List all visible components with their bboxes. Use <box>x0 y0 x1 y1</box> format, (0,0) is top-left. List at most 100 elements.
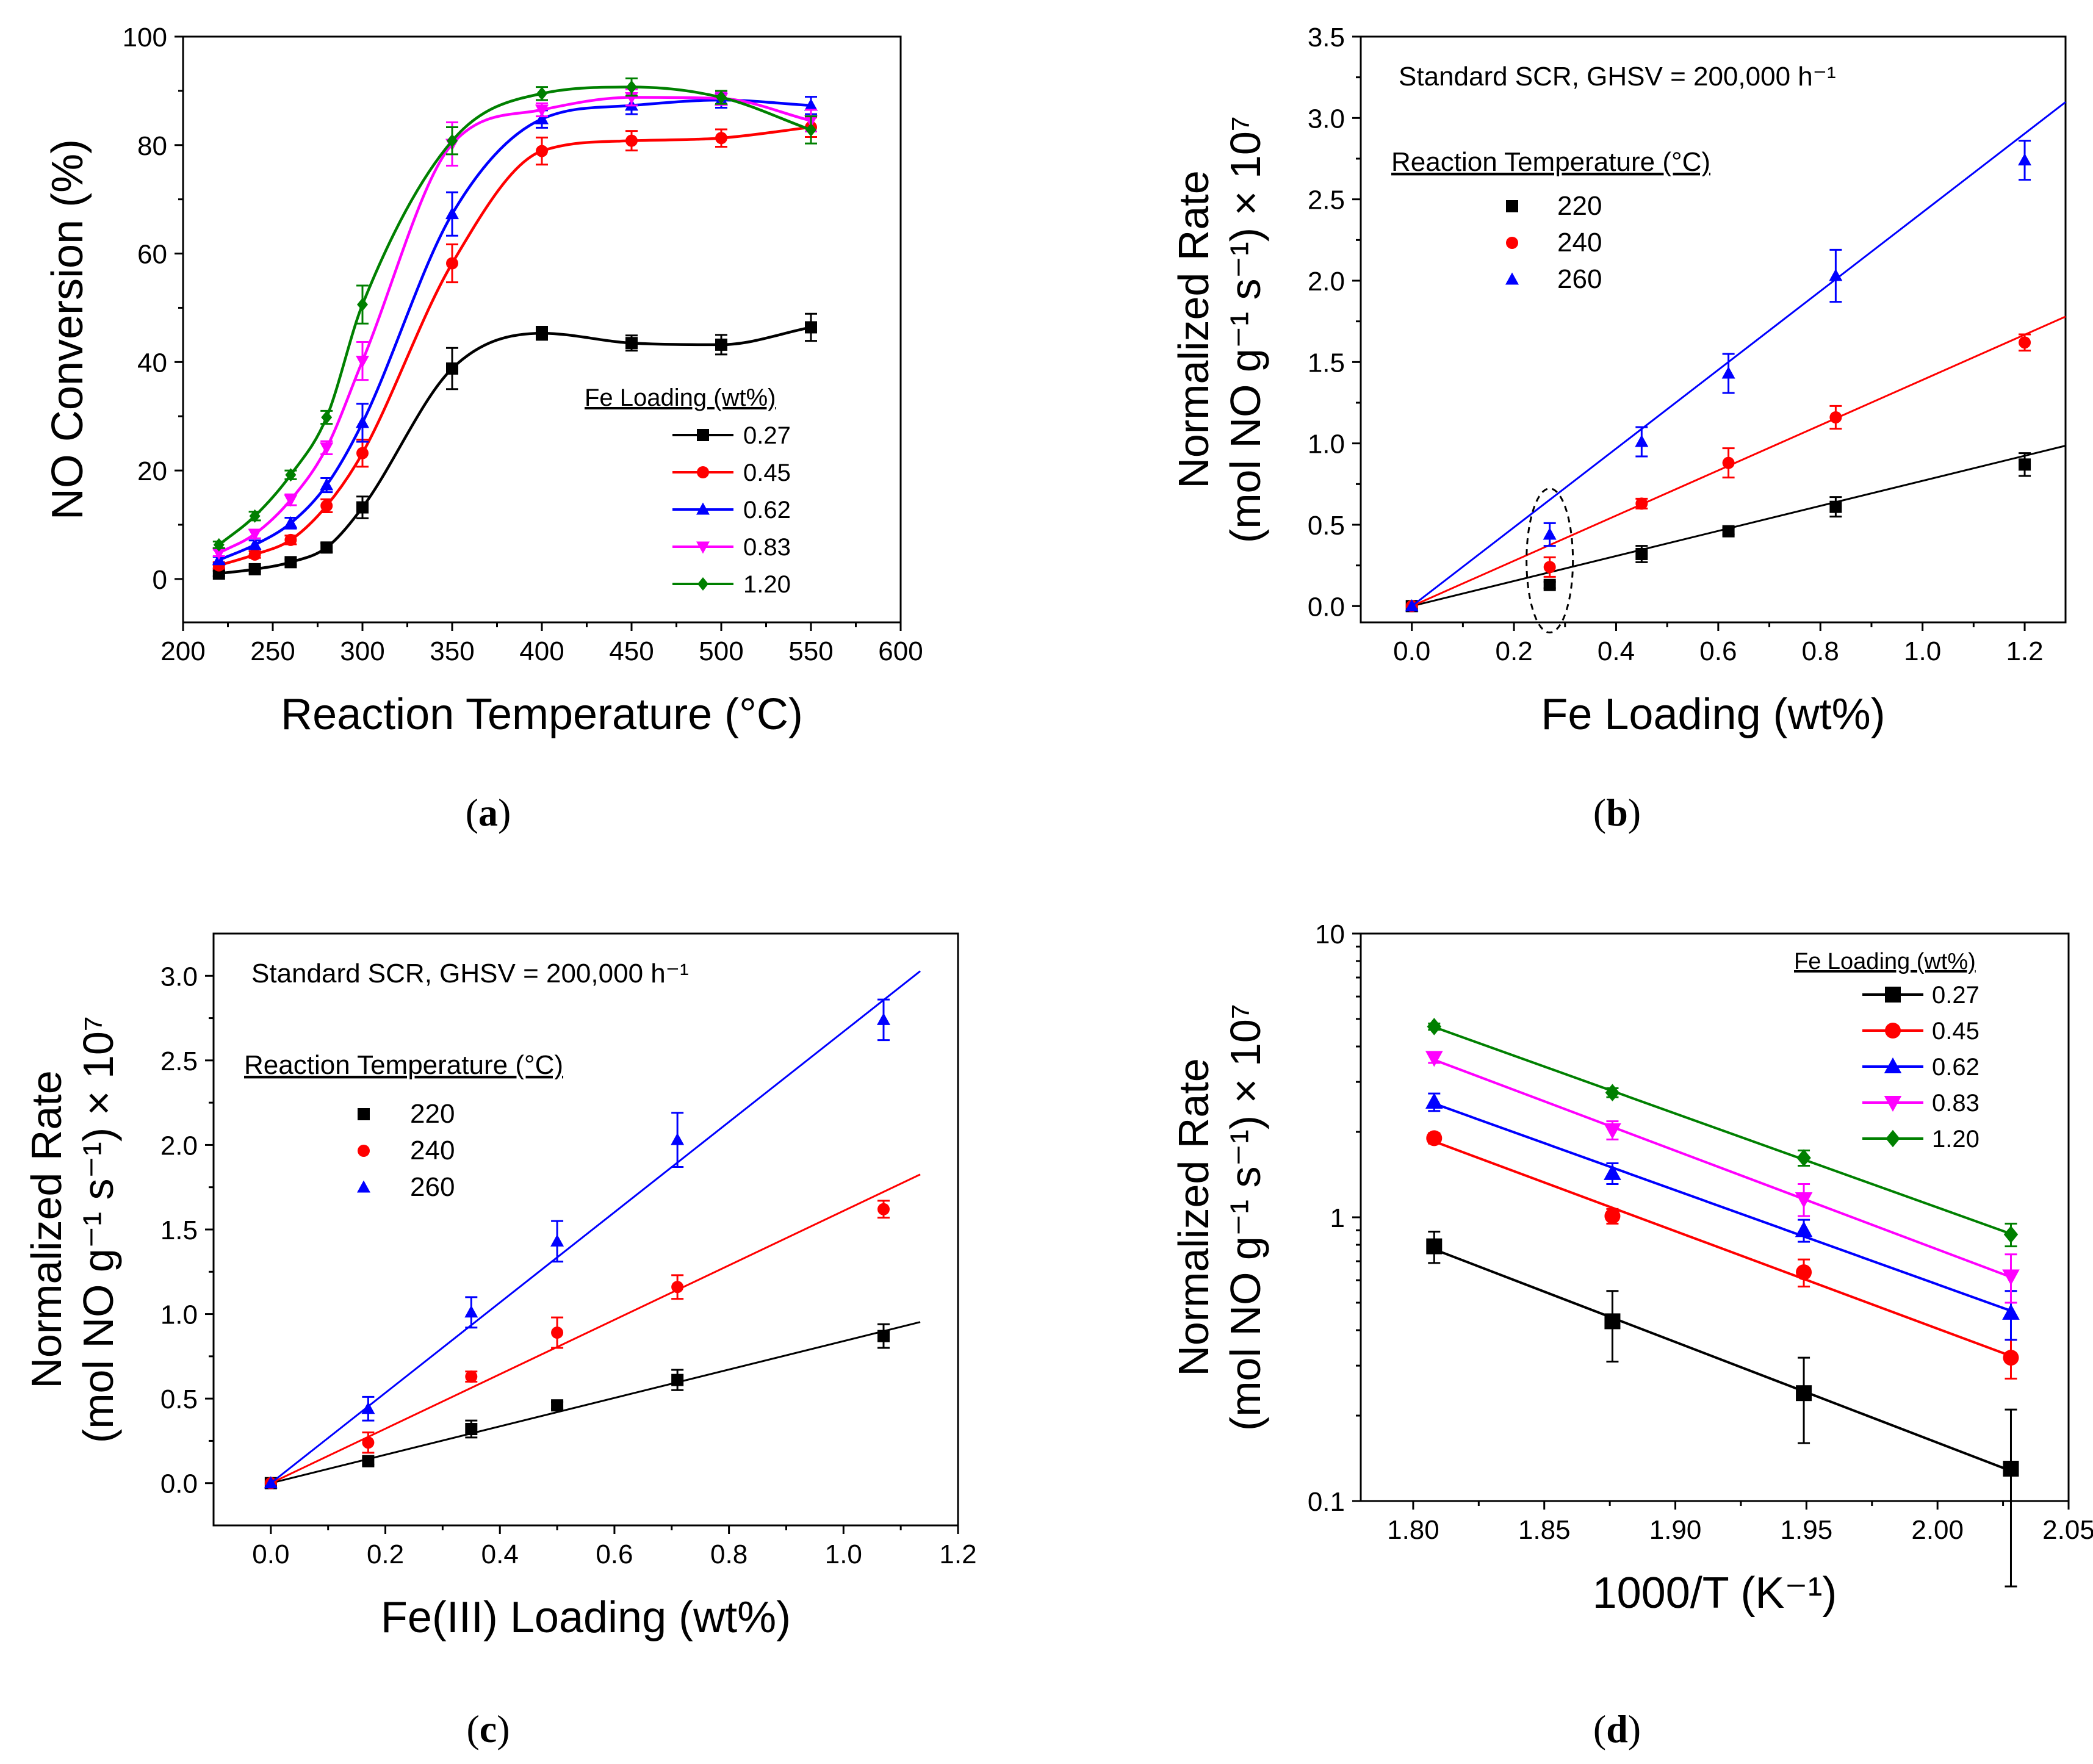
panel-c-point-220-4 <box>671 1373 684 1386</box>
panel-d-point-0-83-1 <box>1604 1123 1621 1139</box>
panel-b-x-tick-label-5: 1.0 <box>1904 636 1941 666</box>
panel-b-point-260-1 <box>1543 527 1557 540</box>
panel-a-legend-label-1-20: 1.20 <box>743 571 791 598</box>
panel-a-series-line-0-83 <box>218 96 812 555</box>
panel-b-y-axis-title-line2: (mol NO g⁻¹ s⁻¹) × 10⁷ <box>1222 116 1269 543</box>
panel-a-point-1-20-8 <box>716 90 727 104</box>
panel-c-y-tick-label-1: 0.5 <box>160 1384 198 1414</box>
panel-c-y-tick-label-5: 2.5 <box>160 1046 198 1076</box>
panel-c-point-260-1 <box>361 1402 375 1414</box>
panel-c-point-220-1 <box>362 1455 375 1467</box>
panel-d-legend-marker-0-62 <box>1884 1057 1902 1074</box>
panel-label-a-letter: a <box>478 791 498 834</box>
panel-b-fit-line-240 <box>1411 315 2066 607</box>
panel-d-point-0-45-0 <box>1426 1130 1443 1147</box>
panel-b-plot-frame <box>1360 35 2067 624</box>
panel-d-x-tick-label-4: 2.00 <box>1911 1515 1964 1545</box>
panel-a-point-1-20-7 <box>626 80 637 94</box>
panel-c-x-tick-label-5: 1.0 <box>825 1539 862 1569</box>
panel-d-point-0-27-0 <box>1426 1238 1443 1255</box>
panel-a-x-tick-label-4: 400 <box>519 636 564 666</box>
panel-b-point-260-4 <box>1829 268 1843 281</box>
panel-a-x-tick-label-7: 550 <box>788 636 833 666</box>
panel-c-point-240-1 <box>362 1436 375 1449</box>
panel-b-x-axis-title: Fe Loading (wt%) <box>1541 690 1885 739</box>
panel-b-x-tick-label-6: 1.2 <box>2006 636 2043 666</box>
panel-d-point-1-20-1 <box>1605 1084 1620 1102</box>
panel-b-y-tick-label-1: 0.5 <box>1308 511 1345 541</box>
panel-d-y-axis-title-line2: (mol NO g⁻¹ s⁻¹) × 10⁷ <box>1222 1004 1269 1431</box>
panel-b-point-240-1 <box>1543 561 1556 574</box>
panel-b-x-tick-label-1: 0.2 <box>1496 636 1533 666</box>
panel-a-point-0-62-6 <box>535 112 549 124</box>
panel-d-fit-line-1-20 <box>1433 1026 2012 1235</box>
panel-d-point-0-27-3 <box>2003 1461 2019 1477</box>
panel-c-point-240-2 <box>465 1370 478 1383</box>
panel-a-y-tick-label-5: 100 <box>123 23 167 52</box>
panel-d-point-0-45-1 <box>1604 1208 1621 1224</box>
panel-c-x-tick-label-2: 0.4 <box>481 1539 519 1569</box>
panel-b-point-220-1 <box>1543 578 1556 591</box>
panel-a-point-0-45-6 <box>536 145 548 157</box>
panel-d-point-1-20-2 <box>1796 1149 1811 1167</box>
panel-c-y-axis-title-line1: Normalized Rate <box>23 1070 70 1388</box>
panel-c-legend-label-220: 220 <box>410 1099 455 1129</box>
panel-b-point-260-2 <box>1635 434 1649 447</box>
panel-d-y-tick-label-0: 0.1 <box>1308 1487 1345 1517</box>
panel-a-point-0-27-5 <box>446 362 458 375</box>
panel-c-x-tick-label-0: 0.0 <box>252 1539 289 1569</box>
panel-c-legend-title: Reaction Temperature (°C) <box>244 1050 563 1080</box>
panel-b-y-tick-label-5: 2.5 <box>1308 185 1345 215</box>
panel-b-x-tick-label-4: 0.8 <box>1802 636 1839 666</box>
panel-a-point-1-20-3 <box>321 411 333 424</box>
panel-d-point-0-62-3 <box>2002 1303 2020 1320</box>
panel-b-legend-marker-240 <box>1506 237 1518 249</box>
panel-a-point-0-45-2 <box>284 533 297 546</box>
panel-a-point-0-62-3 <box>320 478 334 491</box>
panel-b-point-260-0 <box>1405 599 1419 611</box>
panel-d-fit-line-0-83 <box>1433 1059 2012 1278</box>
panel-c-y-axis-title-line2: (mol NO g⁻¹ s⁻¹) × 10⁷ <box>74 1016 122 1443</box>
panel-a-legend-label-0-27: 0.27 <box>743 422 791 449</box>
panel-d-x-tick-label-5: 2.05 <box>2042 1515 2093 1545</box>
panel-c-point-260-2 <box>464 1305 478 1318</box>
panel-c-legend-label-260: 260 <box>410 1172 455 1202</box>
panel-c-point-260-3 <box>550 1234 564 1247</box>
panel-a-x-tick-label-8: 600 <box>878 636 923 666</box>
panel-b-point-220-3 <box>1722 525 1735 538</box>
panel-c-y-tick-label-6: 3.0 <box>160 962 198 992</box>
panel-c-point-260-5 <box>877 1012 890 1025</box>
panel-d-point-1-20-3 <box>2003 1225 2019 1244</box>
panel-c-plot-frame <box>212 932 959 1527</box>
panel-a-y-tick-label-3: 60 <box>137 240 167 270</box>
panel-a-point-1-20-1 <box>249 509 261 523</box>
panel-a-point-0-45-5 <box>446 257 458 270</box>
panel-b-y-tick-label-2: 1.0 <box>1308 430 1345 459</box>
panel-a-point-0-62-2 <box>284 516 298 528</box>
panel-c-fit-line-260 <box>270 970 921 1484</box>
panel-c-annotation: Standard SCR, GHSV = 200,000 h⁻¹ <box>251 959 689 988</box>
panel-d-x-tick-label-1: 1.85 <box>1518 1515 1571 1545</box>
panel-d-legend-label-1-20: 1.20 <box>1932 1126 1980 1153</box>
panel-b-legend-marker-260 <box>1505 272 1519 285</box>
panel-b-y-axis-title-line1: Normalized Rate <box>1170 170 1217 488</box>
panel-b-fit-line-260 <box>1411 101 2066 607</box>
panel-label-b: (b) <box>1593 791 1641 834</box>
panel-b-point-240-3 <box>1722 456 1735 469</box>
panel-c: 0.0 0.2 0.4 0.6 0.8 1.0 1.2 0.0 0.5 1.0 1.5 2.0 2.5 3… <box>23 932 977 1642</box>
panel-c-x-tick-label-1: 0.2 <box>367 1539 404 1569</box>
panel-d-legend-label-0-45: 0.45 <box>1932 1018 1980 1045</box>
panel-a-point-0-83-6 <box>535 104 549 117</box>
panel-a-legend-marker-1-20 <box>697 577 708 591</box>
panel-d-fit-line-0-27 <box>1433 1248 2012 1472</box>
panel-d-y-axis-title-line1: Normalized Rate <box>1170 1058 1217 1376</box>
panel-b-y-tick-label-4: 2.0 <box>1308 267 1345 297</box>
panel-a-point-1-20-4 <box>357 298 368 312</box>
panel-c-y-tick-label-3: 1.5 <box>160 1215 198 1245</box>
panel-d-legend-marker-0-27 <box>1885 987 1901 1003</box>
panel-d-point-0-27-1 <box>1604 1313 1621 1330</box>
panel-b-point-260-5 <box>2018 153 2032 166</box>
panel-a-point-0-83-0 <box>212 547 226 560</box>
panel-d-point-0-62-1 <box>1604 1164 1621 1180</box>
panel-c-fit-line-220 <box>270 1321 921 1485</box>
